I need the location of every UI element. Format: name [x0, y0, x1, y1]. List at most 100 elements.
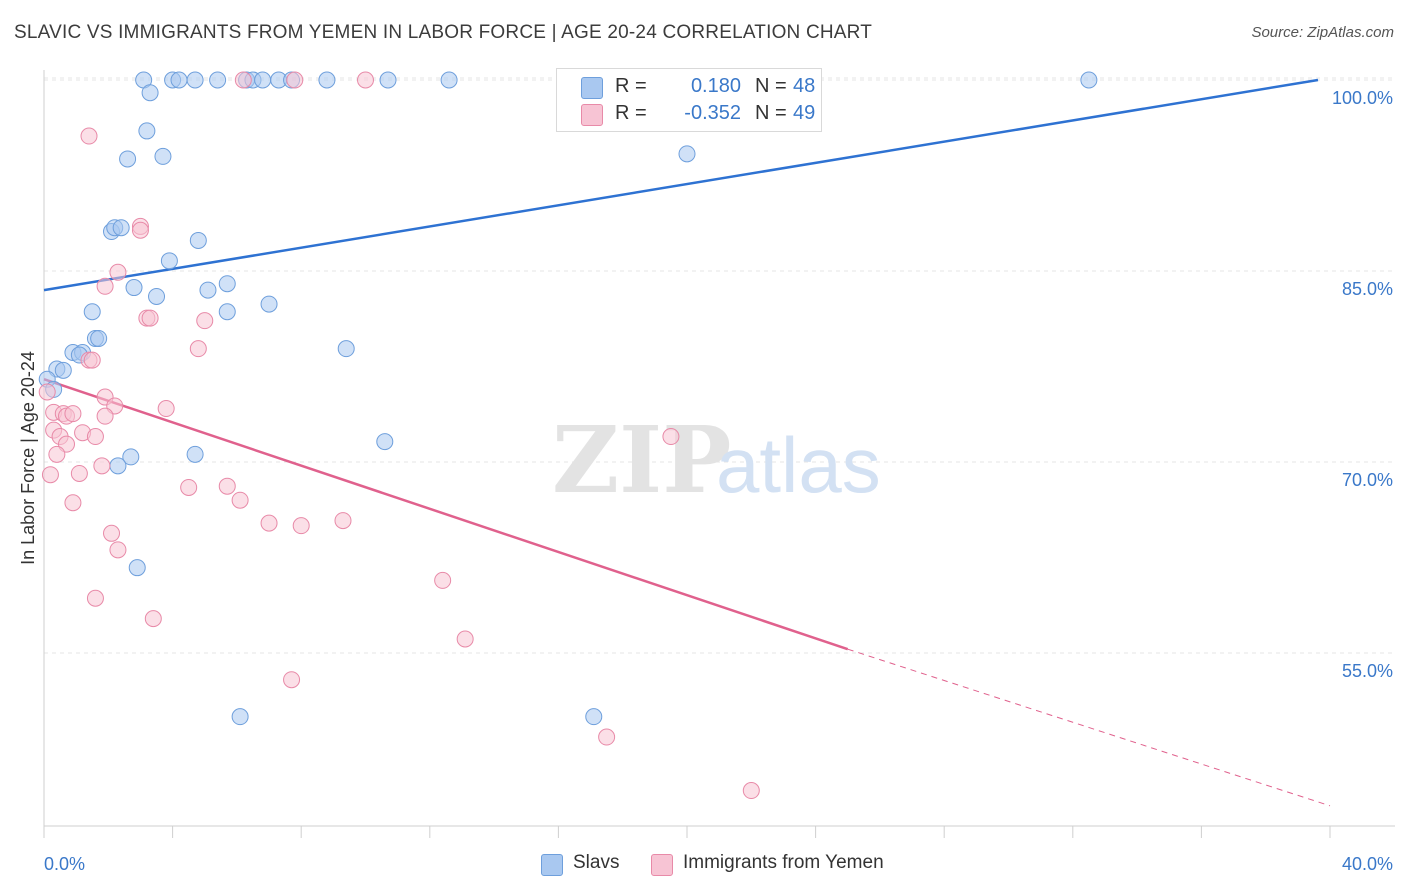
point-slavs: [122, 448, 140, 466]
point-yemen: [96, 407, 114, 425]
legend-swatch-slavs: [581, 77, 603, 99]
watermark: ZIP atlas: [552, 406, 881, 514]
point-yemen: [96, 277, 114, 295]
point-slavs: [54, 361, 72, 379]
point-slavs: [125, 279, 143, 297]
point-slavs: [141, 84, 159, 102]
point-slavs: [199, 281, 217, 299]
point-slavs: [138, 122, 156, 140]
tick-labels: 55.0% 70.0% 85.0% 100.0% 0.0% 40.0%: [44, 88, 1393, 874]
point-yemen: [334, 512, 352, 530]
point-slavs: [186, 445, 204, 463]
point-yemen: [434, 571, 452, 589]
point-yemen: [196, 312, 214, 330]
point-slavs: [209, 71, 227, 89]
correlation-legend: R = 0.180 N = 48 R = -0.352 N = 49: [556, 68, 822, 132]
point-yemen: [283, 671, 301, 689]
point-slavs: [318, 71, 336, 89]
point-yemen: [157, 400, 175, 418]
bottom-legend-swatch-yemen: [651, 854, 673, 876]
point-slavs: [154, 147, 172, 165]
x-tick-label: 40.0%: [1342, 854, 1393, 874]
point-yemen: [598, 728, 616, 746]
source-label: Source: ZipAtlas.com: [1251, 24, 1394, 41]
point-slavs: [376, 433, 394, 451]
trend-line-yemen: [43, 378, 849, 651]
point-yemen: [93, 457, 111, 475]
point-slavs: [186, 71, 204, 89]
point-yemen: [86, 428, 104, 446]
point-yemen: [80, 127, 98, 145]
point-slavs: [1080, 71, 1098, 89]
watermark-atlas: atlas: [716, 421, 881, 509]
point-yemen: [103, 524, 121, 542]
point-yemen: [742, 782, 760, 800]
point-slavs: [440, 71, 458, 89]
bottom-legend-swatch-slavs: [541, 854, 563, 876]
legend-swatch-yemen: [581, 104, 603, 126]
point-yemen: [70, 464, 88, 482]
point-yemen: [218, 477, 236, 495]
point-yemen: [48, 445, 66, 463]
legend-n-value: 48: [793, 75, 816, 97]
point-yemen: [231, 491, 249, 509]
point-slavs: [254, 71, 272, 89]
point-yemen: [83, 351, 101, 369]
legend-n-label: N =: [755, 102, 787, 124]
legend-r-value: -0.352: [684, 102, 741, 124]
point-yemen: [662, 428, 680, 446]
point-yemen: [292, 517, 310, 535]
point-slavs: [128, 559, 146, 577]
point-slavs: [148, 287, 166, 305]
point-slavs: [337, 340, 355, 358]
y-tick-label: 55.0%: [1342, 661, 1393, 681]
point-yemen: [180, 478, 198, 496]
x-tick-label: 0.0%: [44, 854, 85, 874]
point-yemen: [260, 514, 278, 532]
bottom-legend-label-slavs: Slavs: [573, 852, 620, 873]
trend-line-slavs: [43, 78, 1319, 292]
point-slavs: [170, 71, 188, 89]
point-slavs: [231, 708, 249, 726]
data-points: [38, 71, 1098, 800]
point-yemen: [131, 221, 149, 239]
point-slavs: [112, 219, 130, 237]
y-tick-label: 100.0%: [1332, 88, 1393, 108]
point-slavs: [160, 252, 178, 270]
legend-r-value: 0.180: [690, 75, 741, 97]
point-yemen: [109, 541, 127, 559]
trend-line-yemen-extension: [847, 648, 1331, 807]
point-slavs: [678, 145, 696, 163]
legend-n-label: N =: [755, 75, 787, 97]
watermark-zip: ZIP: [552, 406, 731, 514]
point-slavs: [379, 71, 397, 89]
point-yemen: [141, 309, 159, 327]
point-slavs: [83, 303, 101, 321]
point-slavs: [218, 275, 236, 293]
bottom-legend-label-yemen: Immigrants from Yemen: [683, 852, 884, 873]
chart-title: SLAVIC VS IMMIGRANTS FROM YEMEN IN LABOR…: [14, 22, 873, 43]
point-yemen: [86, 589, 104, 607]
point-yemen: [144, 610, 162, 628]
point-slavs: [260, 295, 278, 313]
point-yemen: [38, 383, 56, 401]
point-yemen: [456, 630, 474, 648]
point-slavs: [218, 303, 236, 321]
axes: [43, 70, 1395, 838]
legend-r-label: R =: [615, 102, 647, 124]
point-slavs: [189, 231, 207, 249]
point-yemen: [64, 405, 82, 423]
point-yemen: [189, 340, 207, 358]
point-slavs: [585, 708, 603, 726]
grid: [44, 77, 1395, 654]
y-tick-label: 85.0%: [1342, 279, 1393, 299]
point-yemen: [234, 71, 252, 89]
point-slavs: [109, 457, 127, 475]
point-slavs: [90, 329, 108, 347]
point-yemen: [286, 71, 304, 89]
point-yemen: [41, 466, 59, 484]
y-tick-label: 70.0%: [1342, 470, 1393, 490]
point-slavs: [119, 150, 137, 168]
legend-r-label: R =: [615, 75, 647, 97]
